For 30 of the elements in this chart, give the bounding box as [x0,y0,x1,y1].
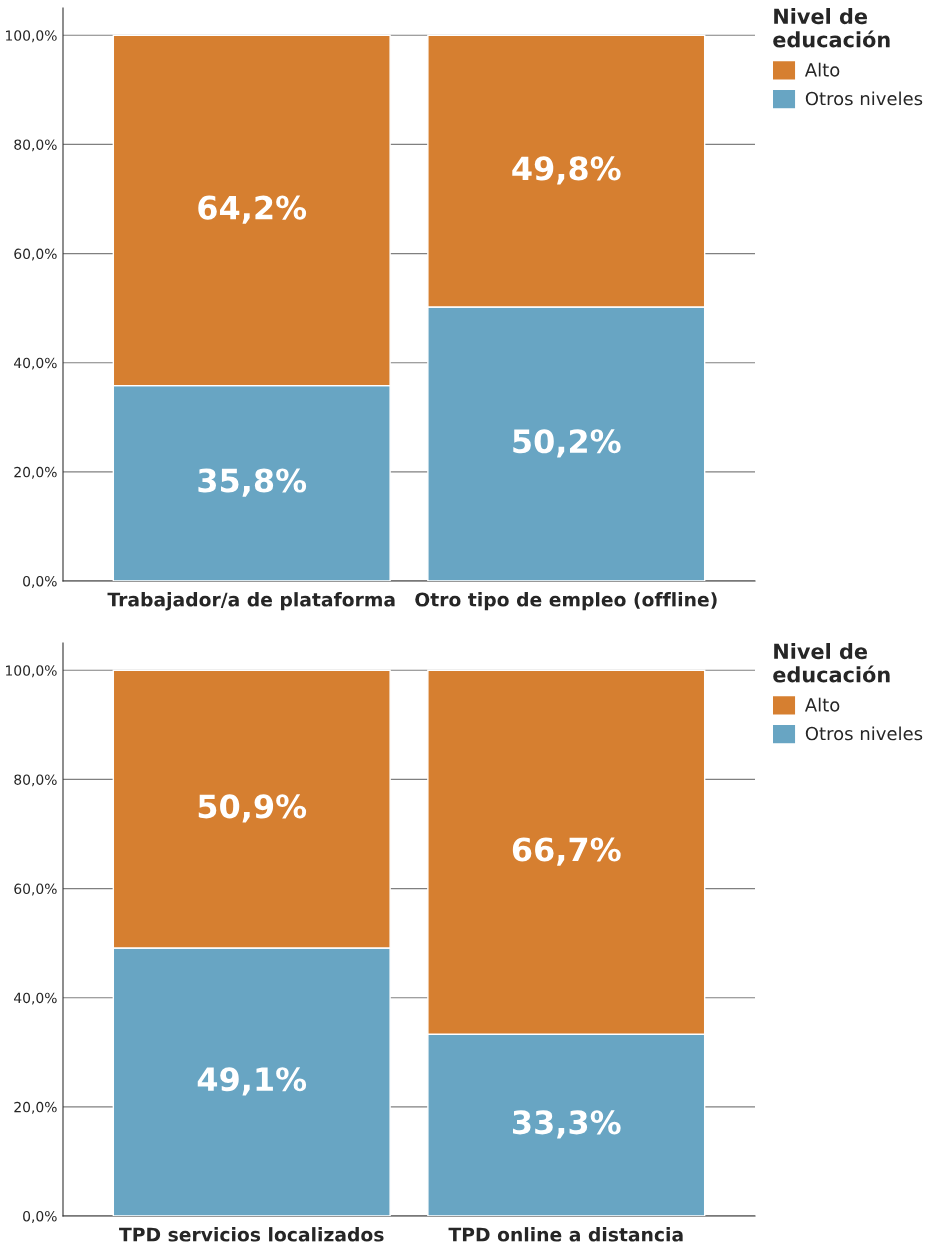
x-tick-label: Trabajador/a de plataforma [107,592,395,611]
legend-label: Otros niveles [805,91,923,106]
y-tick-label: 20,0% [14,1101,57,1114]
y-tick-label: 100,0% [6,665,57,678]
legend-title: Nivel de educación [773,8,890,48]
data-label: 50,9% [198,794,307,823]
data-label: 33,3% [513,1110,621,1139]
y-tick-label: 0,0% [23,1210,57,1223]
y-tick-label: 0,0% [23,575,57,588]
y-tick-label: 100,0% [6,30,57,43]
x-tick-label: Otro tipo de empleo (offline) [415,592,717,611]
y-tick-label: 40,0% [14,357,57,370]
data-label: 50,2% [513,429,621,458]
x-tick-label: TPD servicios localizados [119,1227,384,1242]
y-tick-label: 60,0% [14,883,57,896]
y-tick-label: 80,0% [14,139,57,152]
y-tick-label: 80,0% [14,774,57,787]
data-label: 64,2% [198,195,307,224]
legend-label: Alto [804,697,840,712]
y-tick-label: 20,0% [14,466,57,479]
data-label: 49,1% [197,1067,307,1096]
legend-label: Alto [804,62,840,77]
legend-title: Nivel de educación [773,643,890,683]
data-label: 49,8% [512,156,621,185]
data-label: 35,8% [198,468,307,497]
x-tick-label: TPD online a distancia [448,1227,683,1242]
legend-label: Otros niveles [805,726,923,741]
y-tick-label: 40,0% [14,992,57,1005]
data-label: 66,7% [512,837,621,866]
y-tick-label: 60,0% [14,248,57,261]
